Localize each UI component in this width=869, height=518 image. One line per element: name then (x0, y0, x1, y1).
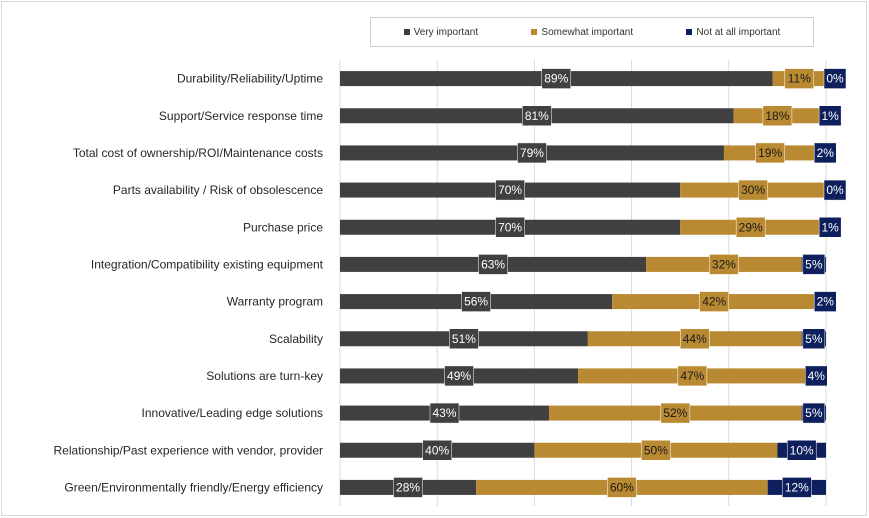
data-label-box (699, 291, 729, 312)
data-label-box (517, 142, 547, 164)
data-label-box (814, 291, 837, 312)
data-label-box (495, 179, 525, 201)
legend-item-not-at-all-important: Not at all important (686, 27, 780, 38)
data-label: 30% (741, 183, 765, 197)
data-label-box (607, 477, 637, 498)
category-label: Solutions are turn-key (206, 369, 323, 383)
data-label-box (735, 217, 766, 238)
data-label-box (449, 328, 479, 349)
data-label: 19% (758, 146, 782, 160)
data-label: 47% (680, 369, 704, 383)
data-label-box (709, 254, 739, 275)
data-label: 0% (826, 183, 844, 197)
data-label-box (522, 105, 552, 126)
data-label: 1% (821, 109, 839, 123)
data-label: 50% (644, 443, 668, 457)
category-label: Innovative/Leading edge solutions (142, 406, 323, 420)
data-label: 11% (788, 72, 811, 86)
data-label: 89% (544, 72, 568, 86)
data-label-box (805, 365, 828, 387)
data-label: 81% (525, 109, 549, 123)
data-label: 1% (821, 220, 839, 234)
data-label-box (738, 179, 768, 201)
data-label-box (393, 477, 423, 498)
data-label-box (660, 402, 691, 424)
data-label-box (541, 68, 572, 89)
data-label-box (762, 105, 793, 126)
data-label-box (755, 142, 785, 164)
data-label-box (818, 105, 842, 126)
data-label: 79% (520, 146, 544, 160)
legend-swatch-somewhat-important (531, 29, 538, 35)
data-label: 5% (805, 332, 823, 346)
data-label: 5% (805, 406, 823, 420)
data-label: 42% (702, 295, 726, 309)
data-label-box (422, 440, 452, 461)
data-label: 5% (805, 257, 823, 271)
data-label-box (823, 68, 847, 89)
data-label: 18% (765, 109, 789, 123)
data-label-box (784, 68, 815, 89)
data-label-box (677, 365, 708, 387)
data-label-box (814, 142, 837, 164)
data-label-box (802, 328, 826, 349)
legend-item-somewhat-important: Somewhat important (531, 27, 633, 38)
data-label: 2% (817, 295, 835, 309)
data-label-box (495, 217, 525, 238)
data-label-box (680, 328, 710, 349)
data-label: 52% (663, 406, 687, 420)
data-label: 49% (447, 369, 471, 383)
data-label: 44% (683, 332, 707, 346)
legend-label-not-at-all-important: Not at all important (696, 26, 781, 38)
category-label: Durability/Reliability/Uptime (177, 72, 323, 86)
category-label: Relationship/Past experience with vendor… (54, 443, 323, 457)
data-label-box (802, 254, 826, 275)
data-label-box (461, 291, 491, 312)
data-label: 60% (610, 480, 634, 494)
data-label: 10% (790, 443, 814, 457)
legend-swatch-not-at-all-important (686, 29, 693, 35)
data-label: 28% (396, 480, 420, 494)
data-label: 63% (481, 257, 505, 271)
category-label: Parts availability / Risk of obsolescenc… (113, 183, 323, 197)
data-label: 70% (498, 220, 522, 234)
data-label: 12% (785, 480, 809, 494)
data-label: 43% (432, 406, 456, 420)
data-label-box (641, 440, 671, 461)
category-label: Warranty program (227, 295, 323, 309)
data-label-box (478, 254, 508, 275)
data-label: 51% (452, 332, 476, 346)
data-label-box (818, 217, 842, 238)
legend-swatch-very-important (403, 29, 410, 35)
data-label-box (782, 477, 812, 498)
data-label-box (444, 365, 474, 387)
data-label-box (823, 179, 847, 201)
legend: Very important Somewhat important Not at… (370, 17, 814, 47)
data-label-box (786, 440, 817, 461)
legend-item-very-important: Very important (403, 26, 479, 38)
data-label: 40% (425, 443, 449, 457)
data-label-box (429, 402, 460, 424)
data-label: 4% (808, 369, 826, 383)
data-label-box (802, 402, 826, 424)
data-label: 32% (712, 257, 736, 271)
legend-label-somewhat-important: Somewhat important (541, 26, 634, 38)
category-label: Integration/Compatibility existing equip… (91, 257, 324, 271)
data-label: 70% (498, 183, 522, 197)
category-label: Purchase price (243, 220, 323, 234)
data-label: 29% (739, 220, 763, 234)
data-label: 2% (817, 146, 835, 160)
category-label: Green/Environmentally friendly/Energy ef… (64, 480, 323, 494)
category-label: Support/Service response time (159, 109, 323, 123)
category-label: Scalability (269, 332, 323, 346)
category-label: Total cost of ownership/ROI/Maintenance … (73, 146, 323, 160)
data-label: 0% (826, 72, 844, 86)
legend-label-very-important: Very important (413, 26, 479, 38)
data-label: 56% (464, 295, 488, 309)
